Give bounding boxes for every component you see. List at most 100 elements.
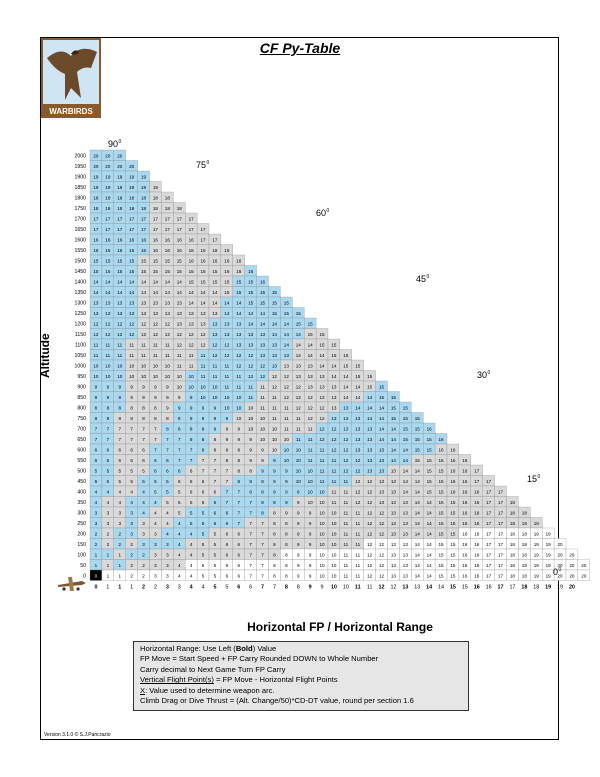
cell-value: 14 [403,469,409,474]
cell-value: 6 [107,448,110,453]
cell-value: 9 [297,532,300,537]
cell-value: 10 [141,374,147,379]
cell-value: 18 [93,196,99,201]
cell-value: 14 [331,364,337,369]
cell-value: 4 [166,511,169,516]
cell-value: 11 [296,416,301,421]
cell-value: 12 [260,364,266,369]
cell-value: 8 [178,427,181,432]
cell-value: 8 [273,500,276,505]
cell-value: 7 [154,427,157,432]
cell-value: 13 [200,322,206,327]
cell-value: 5 [202,574,205,579]
cell-value: 7 [214,479,217,484]
cell-value: 14 [415,532,421,537]
cell-value: 14 [319,353,325,358]
cell-value: 11 [105,343,110,348]
cell-value: 13 [367,469,373,474]
cell-value: 19 [534,532,540,537]
cell-value: 9 [297,574,300,579]
cell-value: 20 [581,574,587,579]
cell-value: 5 [130,479,133,484]
cell-value: 12 [212,353,218,358]
x-tick-label: 10 [343,585,349,591]
cell-value: 17 [177,227,183,232]
cell-value: 14 [415,490,421,495]
cell-value: 11 [201,374,206,379]
cell-value: 10 [177,374,183,379]
cell-value: 1 [107,574,110,579]
cell-value: 16 [462,458,468,463]
cell-value: 14 [296,332,302,337]
cell-value: 17 [93,227,99,232]
cell-value: 15 [367,374,373,379]
cell-value: 18 [129,196,135,201]
cell-value: 15 [450,574,456,579]
cell-value: 6 [237,574,240,579]
cell-value: 10 [105,374,111,379]
cell-value: 11 [236,385,241,390]
cell-value: 3 [118,511,121,516]
cell-value: 13 [391,542,397,547]
cell-value: 15 [224,280,230,285]
cell-value: 8 [95,406,98,411]
cell-value: 15 [438,521,444,526]
x-tick-label: 7 [261,585,264,591]
cell-value: 9 [178,406,181,411]
cell-value: 13 [367,448,373,453]
x-tick-label: 18 [521,585,527,591]
cell-value: 11 [296,437,301,442]
cell-value: 19 [546,553,552,558]
cell-value: 8 [285,563,288,568]
cell-value: 10 [117,374,123,379]
cell-value: 20 [557,574,563,579]
cell-value: 1 [118,574,121,579]
cell-value: 4 [190,542,193,547]
cell-value: 9 [95,385,98,390]
cell-value: 7 [261,553,264,558]
cell-value: 11 [141,343,146,348]
cell-value: 8 [118,416,121,421]
cell-value: 10 [129,374,135,379]
cell-value: 14 [427,511,433,516]
cell-value: 9 [261,469,264,474]
altitude-label: 1100 [75,343,86,349]
cell-value: 15 [165,269,171,274]
cell-value: 13 [391,469,397,474]
cell-value: 7 [142,437,145,442]
cell-value: 17 [141,227,147,232]
cell-value: 14 [403,448,409,453]
cell-value: 14 [284,332,290,337]
cell-value: 10 [319,553,325,558]
cell-value: 8 [190,427,193,432]
cell-value: 16 [141,248,147,253]
altitude-label: 1800 [74,196,86,202]
cell-value: 16 [474,563,480,568]
cell-value: 12 [367,574,373,579]
cell-value: 9 [118,385,121,390]
cell-value: 11 [224,385,229,390]
cell-value: 12 [367,532,373,537]
cell-value: 8 [202,448,205,453]
cell-value: 11 [355,521,360,526]
cell-value: 12 [200,343,206,348]
cell-value: 8 [273,532,276,537]
cell-value: 11 [260,406,265,411]
cell-value: 15 [272,311,278,316]
cell-value: 20 [93,164,99,169]
angle-degree: 0 [488,370,491,376]
cell-value: 13 [343,427,349,432]
x-tick-label: 15 [450,585,456,591]
cell-value: 15 [105,259,111,264]
cell-value: 12 [367,479,373,484]
cell-value: 15 [224,290,230,295]
cell-value: 3 [166,553,169,558]
cell-value: 11 [284,406,289,411]
cell-value: 11 [284,427,289,432]
cell-value: 17 [93,217,99,222]
cell-value: 4 [118,490,121,495]
cell-value: 2 [95,542,98,547]
cell-value: 15 [415,458,421,463]
cell-value: 9 [154,385,157,390]
cell-value: 15 [403,437,409,442]
